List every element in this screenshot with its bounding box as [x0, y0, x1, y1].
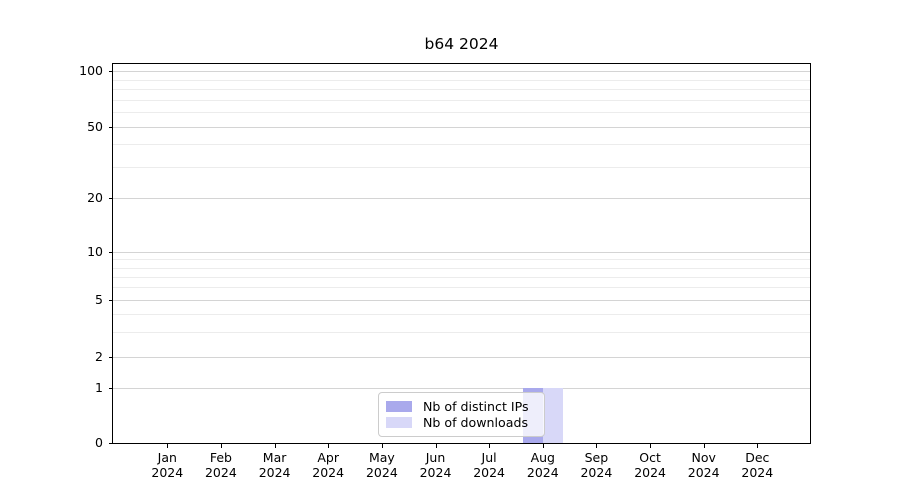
gridline-minor-y-7 [113, 276, 810, 278]
bar-nb-of-downloads-aug-2024 [542, 388, 563, 443]
gridline-minor-y-9 [113, 259, 810, 261]
gridline-major-y-2 [113, 357, 810, 358]
x-tick-label-mar-2024: Mar 2024 [243, 450, 307, 480]
gridline-minor-y-8 [113, 267, 810, 269]
y-tick-100 [109, 71, 113, 72]
y-tick-label-1: 1 [95, 380, 103, 395]
gridline-major-y-1 [113, 388, 810, 389]
y-tick-10 [109, 252, 113, 253]
y-tick-label-0: 0 [95, 435, 103, 450]
gridline-minor-y-60 [113, 112, 810, 114]
x-tick-label-line: Jun [425, 450, 446, 465]
x-tick-3 [274, 444, 276, 448]
x-tick-label-sep-2024: Sep 2024 [564, 450, 628, 480]
y-tick-20 [109, 198, 113, 199]
gridline-minor-y-40 [113, 144, 810, 146]
legend-item-distinct-ips: Nb of distinct IPs [386, 399, 537, 414]
y-tick-label-100: 100 [79, 63, 103, 78]
x-tick-9 [596, 444, 598, 448]
y-tick-5 [109, 300, 113, 301]
gridline-major-y-5 [113, 300, 810, 301]
y-tick-label-5: 5 [95, 292, 103, 307]
x-tick-label-line: 2024 [580, 465, 613, 480]
y-tick-label-20: 20 [87, 190, 103, 205]
x-tick-label-jul-2024: Jul 2024 [457, 450, 521, 480]
x-tick-label-line: Dec [745, 450, 770, 465]
gridline-major-y-10 [113, 252, 810, 253]
gridline-minor-y-70 [113, 99, 810, 101]
x-tick-label-line: May [368, 450, 395, 465]
legend-swatch-distinct-ips [386, 401, 412, 412]
y-tick-50 [109, 127, 113, 128]
y-tick-label-50: 50 [87, 119, 103, 134]
x-tick-label-oct-2024: Oct 2024 [618, 450, 682, 480]
x-tick-10 [650, 444, 652, 448]
chart-title: b64 2024 [424, 35, 499, 53]
x-tick-label-line: 2024 [473, 465, 505, 480]
gridline-major-y-100 [113, 71, 810, 72]
x-tick-label-line: 2024 [258, 465, 291, 480]
x-tick-label-dec-2024: Dec 2024 [725, 450, 789, 480]
x-tick-5 [381, 444, 383, 448]
legend-label-distinct-ips: Nb of distinct IPs [423, 399, 529, 414]
legend-label-downloads: Nb of downloads [423, 415, 529, 430]
plot-area [112, 63, 811, 444]
x-tick-label-line: 2024 [312, 465, 345, 480]
x-tick-4 [328, 444, 330, 448]
x-tick-label-line: 2024 [687, 465, 720, 480]
legend: Nb of distinct IPs Nb of downloads [378, 392, 545, 437]
x-tick-8 [542, 444, 544, 448]
gridline-minor-y-30 [113, 166, 810, 168]
gridline-minor-y-6 [113, 287, 810, 289]
legend-swatch-downloads [386, 417, 412, 428]
x-tick-6 [435, 444, 437, 448]
x-tick-12 [757, 444, 759, 448]
x-tick-label-line: Aug [530, 450, 555, 465]
gridline-minor-y-4 [113, 313, 810, 315]
x-tick-label-line: Jul [481, 450, 497, 465]
y-tick-0 [109, 443, 113, 444]
x-tick-label-line: 2024 [526, 465, 559, 480]
gridline-minor-y-90 [113, 79, 810, 81]
x-tick-1 [167, 444, 169, 448]
x-tick-label-line: Feb [209, 450, 232, 465]
y-tick-1 [109, 388, 113, 389]
x-tick-label-nov-2024: Nov 2024 [672, 450, 736, 480]
x-tick-label-line: Oct [639, 450, 661, 465]
gridline-minor-y-80 [113, 89, 810, 90]
gridline-minor-y-3 [113, 331, 810, 333]
x-tick-label-line: 2024 [741, 465, 774, 480]
x-tick-label-line: Nov [691, 450, 716, 465]
x-tick-label-apr-2024: Apr 2024 [296, 450, 360, 480]
x-tick-label-feb-2024: Feb 2024 [189, 450, 253, 480]
x-tick-label-jun-2024: Jun 2024 [404, 450, 468, 480]
x-tick-label-aug-2024: Aug 2024 [511, 450, 575, 480]
x-tick-7 [489, 444, 491, 448]
x-tick-label-may-2024: May 2024 [350, 450, 414, 480]
y-tick-2 [109, 357, 113, 358]
x-tick-label-line: 2024 [151, 465, 184, 480]
x-tick-label-jan-2024: Jan 2024 [135, 450, 199, 480]
gridline-major-y-50 [113, 127, 810, 128]
x-tick-label-line: 2024 [419, 465, 452, 480]
x-tick-2 [220, 444, 222, 448]
gridline-major-y-20 [113, 198, 810, 199]
y-tick-label-10: 10 [87, 244, 103, 259]
x-tick-label-line: 2024 [634, 465, 666, 480]
x-tick-label-line: Sep [584, 450, 609, 465]
legend-item-downloads: Nb of downloads [386, 415, 537, 430]
x-tick-label-line: Mar [262, 450, 287, 465]
y-tick-label-2: 2 [95, 349, 103, 364]
x-tick-label-line: Jan [157, 450, 177, 465]
x-tick-label-line: 2024 [204, 465, 237, 480]
x-tick-label-line: 2024 [365, 465, 398, 480]
x-tick-label-line: Apr [317, 450, 339, 465]
x-tick-11 [703, 444, 705, 448]
